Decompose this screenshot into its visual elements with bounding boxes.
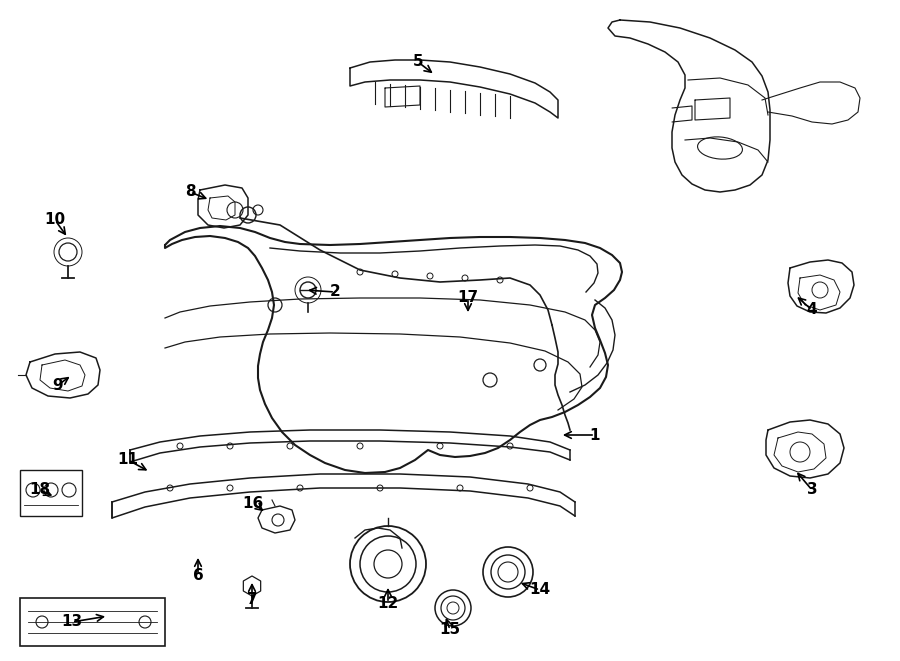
Text: 12: 12 bbox=[377, 596, 399, 611]
Text: 9: 9 bbox=[53, 377, 63, 393]
Text: 17: 17 bbox=[457, 290, 479, 305]
Text: 5: 5 bbox=[413, 54, 423, 69]
Text: 7: 7 bbox=[247, 592, 257, 607]
Text: 15: 15 bbox=[439, 623, 461, 637]
Text: 13: 13 bbox=[61, 615, 83, 629]
Text: 10: 10 bbox=[44, 212, 66, 227]
Text: 6: 6 bbox=[193, 568, 203, 582]
Text: 4: 4 bbox=[806, 303, 817, 317]
Text: 16: 16 bbox=[242, 496, 264, 510]
Text: 2: 2 bbox=[329, 284, 340, 299]
Text: 11: 11 bbox=[118, 453, 139, 467]
Text: 14: 14 bbox=[529, 582, 551, 598]
Text: 3: 3 bbox=[806, 483, 817, 498]
Text: 1: 1 bbox=[590, 428, 600, 442]
Text: 8: 8 bbox=[184, 184, 195, 200]
Text: 18: 18 bbox=[30, 483, 50, 498]
